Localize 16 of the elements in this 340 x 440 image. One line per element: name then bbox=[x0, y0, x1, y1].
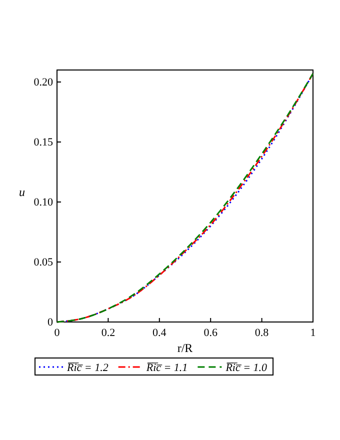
line-series bbox=[56, 72, 314, 323]
x-axis-title: r/R bbox=[177, 341, 193, 355]
y-tick-label: 0 bbox=[48, 316, 54, 329]
x-tick-label: 0.4 bbox=[152, 326, 167, 339]
y-tick-label: 0.15 bbox=[34, 136, 54, 149]
y-axis-title: u bbox=[19, 185, 25, 199]
legend-label: R̅i̅c̅ = 1.0 bbox=[224, 362, 268, 374]
y-tick-label: 0.20 bbox=[34, 76, 54, 89]
x-tick-label: 0.8 bbox=[254, 326, 270, 339]
x-tick-label: 1 bbox=[310, 326, 316, 339]
x-tick-label: 0.2 bbox=[101, 326, 116, 339]
y-tick-label: 0.10 bbox=[34, 196, 54, 209]
legend-label: R̅i̅c̅ = 1.2 bbox=[66, 362, 109, 374]
legend-label: R̅i̅c̅ = 1.1 bbox=[145, 362, 188, 374]
y-tick-label: 0.05 bbox=[34, 256, 54, 269]
x-tick-label: 0.6 bbox=[204, 326, 218, 339]
